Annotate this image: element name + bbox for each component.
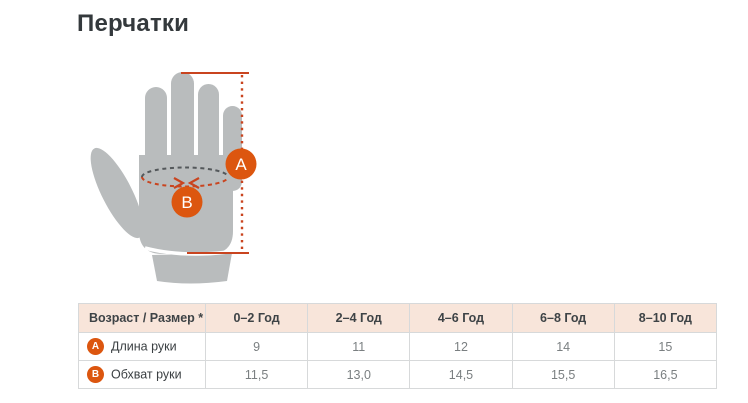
table-cell: 14 [511,332,615,361]
marker-a-letter: A [235,155,247,174]
table-cell: 9 [204,332,309,361]
row-label-text: Длина руки [111,339,177,354]
size-table: Возраст / Размер * 0–2 Год 2–4 Год 4–6 Г… [78,303,718,389]
table-cell: 11 [307,332,411,361]
column-header-8-10: 8–10 Год [613,303,718,333]
size-table-header-row: Возраст / Размер * 0–2 Год 2–4 Год 4–6 Г… [78,303,718,333]
table-row-hand-length: A Длина руки 9 11 12 14 15 [78,332,718,361]
glove-measurement-diagram: A B [90,72,257,284]
row-label-hand-length: A Длина руки [78,332,206,361]
page-title: Перчатки [77,10,190,37]
table-cell: 14,5 [409,360,513,389]
arrow-left-icon [187,177,200,189]
marker-a-badge: A [225,148,257,180]
marker-b-letter: B [181,193,192,212]
length-measure-line [181,72,249,254]
table-cell: 15,5 [511,360,615,389]
row-marker-b-badge: B [87,366,104,383]
marker-b-badge: B [171,186,203,218]
table-cell: 12 [409,332,513,361]
table-cell: 11,5 [204,360,309,389]
row-label-hand-circumference: B Обхват руки [78,360,206,389]
column-header-4-6: 4–6 Год [409,303,513,333]
row-marker-a-badge: A [87,338,104,355]
row-label-text: Обхват руки [111,367,182,382]
table-cell: 16,5 [613,360,718,389]
column-header-0-2: 0–2 Год [204,303,309,333]
column-header-2-4: 2–4 Год [307,303,411,333]
hand-icon [90,72,242,284]
table-cell: 15 [613,332,718,361]
table-row-hand-circumference: B Обхват руки 11,5 13,0 14,5 15,5 16,5 [78,360,718,389]
table-cell: 13,0 [307,360,411,389]
column-header-6-8: 6–8 Год [511,303,615,333]
circumference-measure-line [141,166,229,189]
column-header-age-size: Возраст / Размер * [78,303,206,333]
arrow-right-icon [173,177,186,189]
